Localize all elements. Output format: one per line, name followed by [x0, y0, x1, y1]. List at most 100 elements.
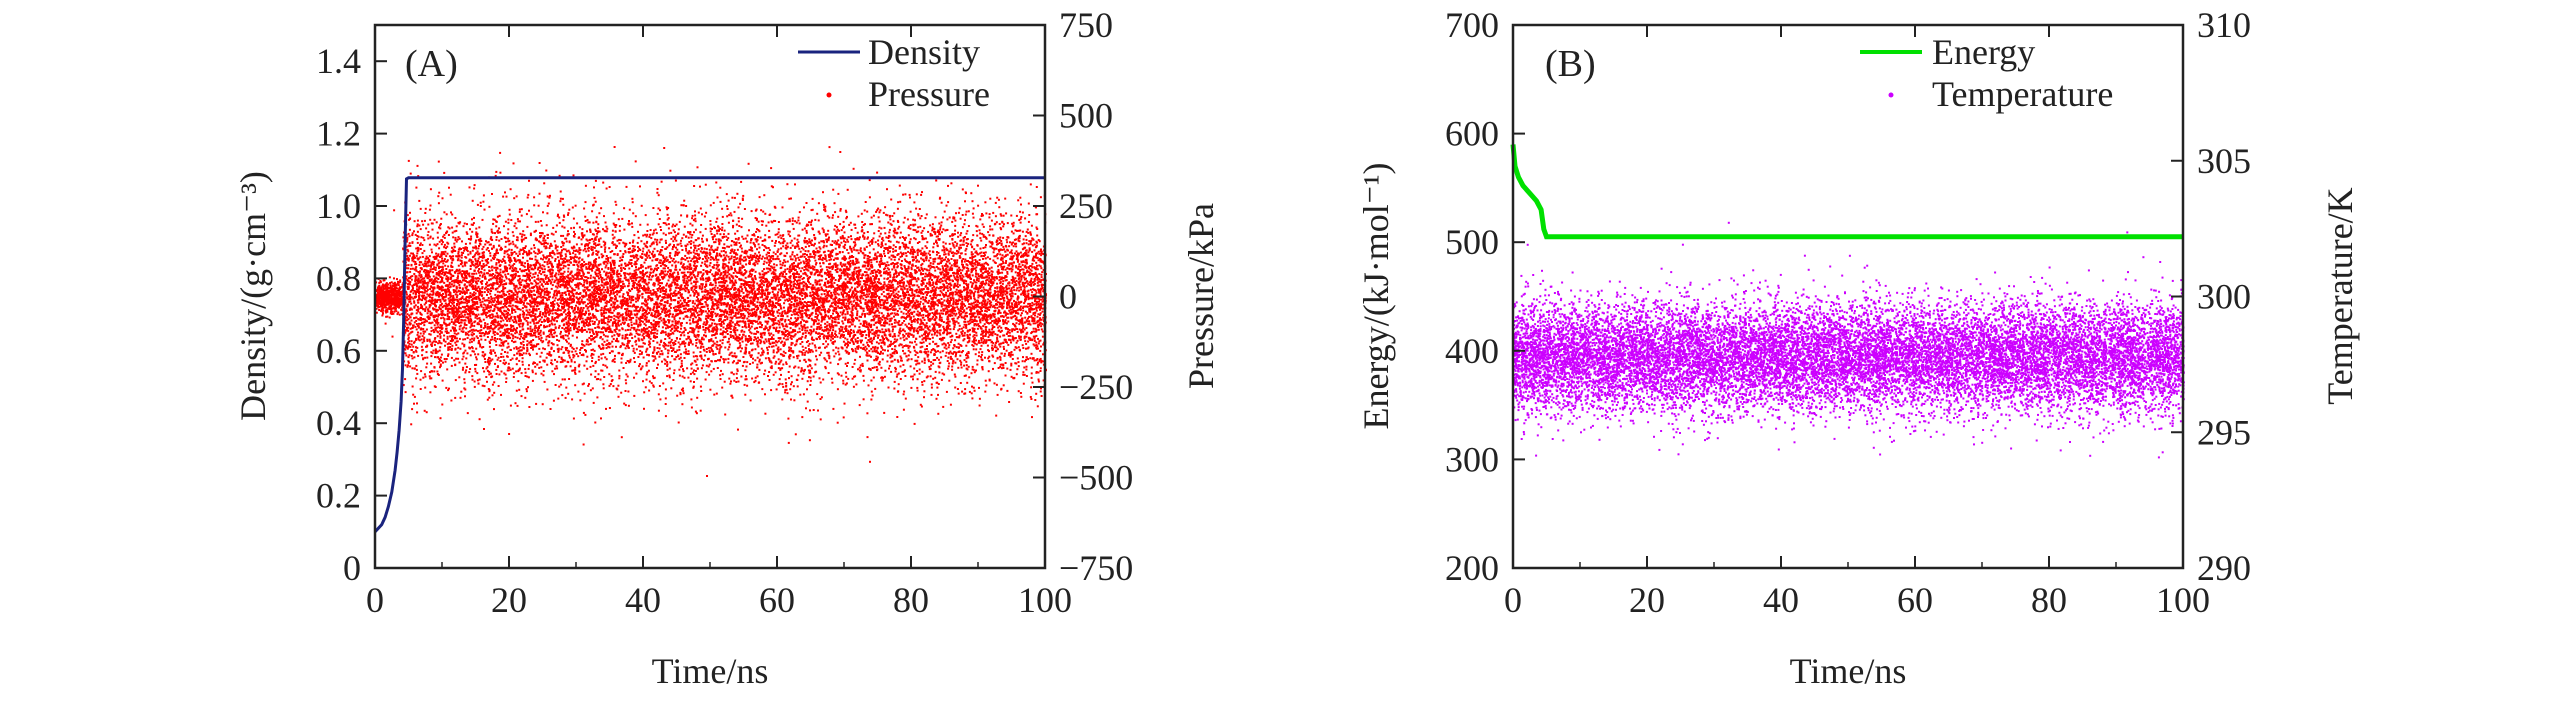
- scatter-point: [907, 234, 910, 237]
- scatter-point: [399, 279, 402, 282]
- scatter-point: [523, 249, 526, 252]
- scatter-point: [777, 383, 780, 386]
- scatter-point: [852, 300, 855, 303]
- scatter-point: [969, 322, 972, 325]
- scatter-point: [992, 314, 995, 317]
- scatter-point: [742, 356, 745, 358]
- scatter-point: [592, 289, 595, 292]
- scatter-point: [995, 414, 998, 417]
- scatter-point: [867, 384, 870, 387]
- scatter-point: [734, 329, 737, 332]
- scatter-point: [933, 328, 936, 331]
- scatter-point: [715, 267, 718, 270]
- scatter-point: [464, 264, 467, 267]
- scatter-point: [526, 196, 529, 199]
- scatter-point: [604, 335, 607, 338]
- scatter-point: [849, 221, 852, 224]
- scatter-point: [730, 319, 733, 322]
- scatter-point: [573, 226, 575, 229]
- scatter-point: [765, 224, 768, 227]
- scatter-point: [1003, 348, 1005, 350]
- scatter-point: [595, 244, 597, 247]
- scatter-point: [418, 322, 420, 325]
- scatter-point: [504, 220, 507, 223]
- scatter-point: [563, 359, 566, 362]
- scatter-point: [787, 230, 790, 233]
- scatter-point: [749, 363, 752, 365]
- scatter-point: [768, 345, 771, 348]
- scatter-point: [410, 296, 413, 299]
- scatter-point: [896, 312, 899, 315]
- scatter-point: [973, 287, 976, 290]
- scatter-point: [458, 313, 461, 316]
- scatter-point: [989, 321, 992, 324]
- scatter-point: [820, 326, 823, 329]
- scatter-point: [722, 336, 725, 339]
- scatter-point: [442, 338, 445, 341]
- scatter-point: [918, 335, 921, 338]
- scatter-point: [887, 264, 890, 267]
- scatter-point: [518, 352, 521, 355]
- scatter-point: [767, 300, 770, 303]
- scatter-point: [920, 342, 923, 344]
- scatter-point: [1028, 315, 1030, 318]
- scatter-point: [651, 355, 654, 358]
- scatter-point: [692, 264, 695, 267]
- scatter-point: [774, 304, 776, 307]
- scatter-point: [768, 379, 771, 381]
- scatter-point: [423, 336, 426, 339]
- scatter-point: [893, 348, 896, 351]
- scatter-point: [687, 251, 690, 254]
- scatter-point: [639, 279, 642, 282]
- scatter-point: [913, 251, 916, 254]
- scatter-point: [587, 249, 590, 252]
- scatter-point: [694, 210, 696, 213]
- scatter-point: [952, 280, 954, 283]
- scatter-point: [945, 204, 948, 207]
- scatter-point: [828, 324, 831, 327]
- scatter-point: [880, 350, 882, 353]
- scatter-point: [543, 326, 546, 329]
- scatter-point: [423, 269, 426, 271]
- scatter-point: [499, 282, 502, 285]
- scatter-point: [550, 304, 553, 307]
- scatter-point: [544, 296, 547, 299]
- scatter-point: [834, 321, 837, 324]
- scatter-point: [608, 247, 611, 250]
- scatter-point: [909, 351, 912, 354]
- scatter-point: [732, 336, 735, 339]
- scatter-point: [1038, 358, 1041, 361]
- scatter-point: [788, 323, 791, 325]
- scatter-point: [396, 282, 399, 285]
- scatter-point: [964, 297, 967, 300]
- scatter-point: [489, 292, 492, 295]
- scatter-point: [487, 362, 490, 365]
- scatter-point: [827, 310, 830, 313]
- scatter-point: [736, 329, 739, 332]
- scatter-point: [744, 335, 747, 338]
- scatter-point: [591, 320, 594, 323]
- scatter-point: [927, 350, 930, 353]
- scatter-point: [398, 304, 401, 307]
- scatter-point: [927, 360, 930, 363]
- scatter-point: [898, 302, 901, 305]
- scatter-point: [484, 338, 487, 341]
- scatter-point: [521, 357, 524, 360]
- scatter-point: [778, 241, 781, 244]
- scatter-point: [973, 306, 975, 308]
- scatter-point: [812, 323, 815, 326]
- scatter-point: [699, 250, 702, 253]
- scatter-point: [530, 305, 533, 308]
- scatter-point: [791, 244, 794, 247]
- scatter-point: [584, 310, 587, 313]
- scatter-point: [849, 314, 852, 317]
- scatter-point: [584, 184, 587, 187]
- scatter-point: [669, 361, 672, 364]
- scatter-point: [433, 302, 436, 305]
- scatter-point: [510, 254, 513, 257]
- scatter-point: [576, 268, 579, 271]
- scatter-point: [406, 319, 409, 322]
- scatter-point: [934, 275, 937, 278]
- scatter-point: [757, 336, 759, 339]
- scatter-point: [867, 295, 870, 298]
